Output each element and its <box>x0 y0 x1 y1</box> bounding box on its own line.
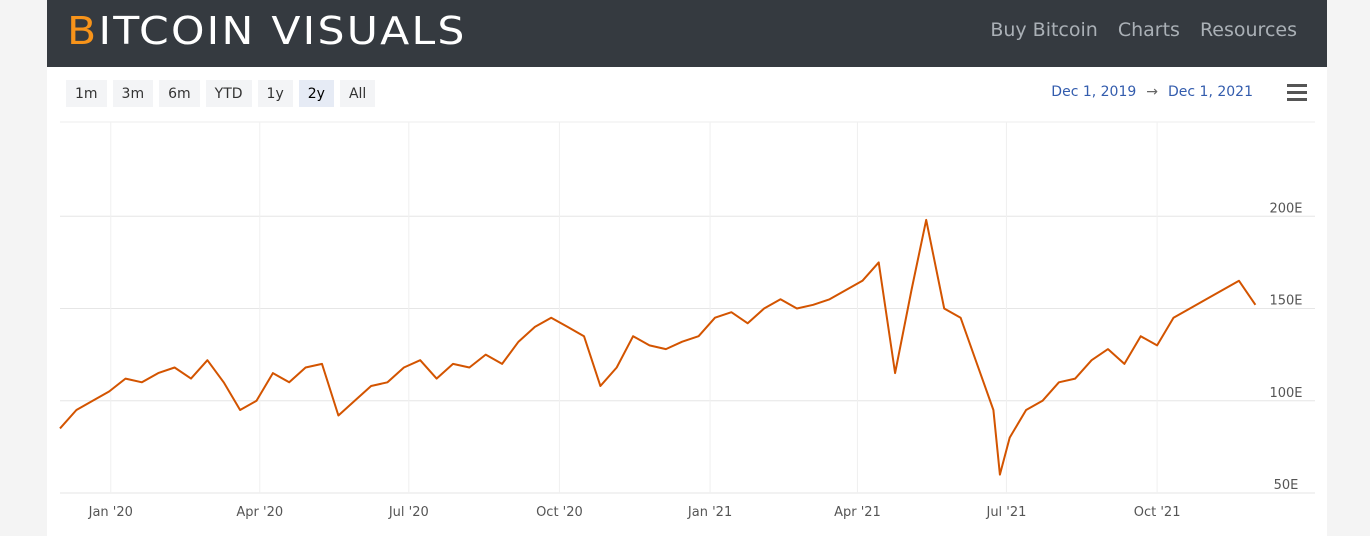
x-tick-label: Oct '21 <box>1134 505 1181 520</box>
range-separator: → <box>1146 84 1159 100</box>
nav: Buy Bitcoin Charts Resources <box>990 19 1297 41</box>
range-button[interactable]: All <box>339 80 376 107</box>
range-button[interactable]: YTD <box>205 80 252 107</box>
range-button[interactable]: 2y <box>298 80 334 107</box>
start-date[interactable]: Dec 1, 2019 <box>1051 84 1137 100</box>
y-tick-label: 150E <box>1269 294 1302 309</box>
x-tick-label: Apr '20 <box>236 505 283 520</box>
range-button[interactable]: 3m <box>112 80 154 107</box>
x-tick-label: Jan '20 <box>88 505 133 520</box>
data-line <box>59 218 1257 476</box>
header: BITCOIN VISUALS Buy Bitcoin Charts Resourc… <box>47 0 1327 67</box>
logo[interactable]: BITCOIN VISUALS <box>67 9 467 53</box>
x-tick-label: Apr '21 <box>834 505 881 520</box>
range-button[interactable]: 6m <box>159 80 200 107</box>
y-tick-label: 200E <box>1269 201 1302 216</box>
nav-link[interactable]: Charts <box>1117 19 1180 41</box>
menu-icon[interactable] <box>1287 84 1307 102</box>
panel: BITCOIN VISUALS Buy Bitcoin Charts Resourc… <box>47 0 1327 536</box>
nav-link[interactable]: Resources <box>1199 19 1297 41</box>
x-tick-label: Oct '20 <box>536 505 583 520</box>
y-tick-label: 50E <box>1274 478 1299 493</box>
nav-link[interactable]: Buy Bitcoin <box>990 19 1098 41</box>
x-tick-label: Jan '21 <box>687 505 732 520</box>
x-tick-label: Jul '20 <box>388 505 429 520</box>
range-button[interactable]: 1m <box>66 80 107 107</box>
end-date[interactable]: Dec 1, 2021 <box>1168 84 1253 100</box>
date-range: Dec 1, 2019 → Dec 1, 2021 <box>1051 84 1253 100</box>
range-buttons: 1m 3m 6m YTD 1y 2y All <box>66 80 376 107</box>
range-button[interactable]: 1y <box>257 80 293 107</box>
x-tick-label: Jul '21 <box>985 505 1026 520</box>
y-tick-label: 100E <box>1269 386 1302 401</box>
